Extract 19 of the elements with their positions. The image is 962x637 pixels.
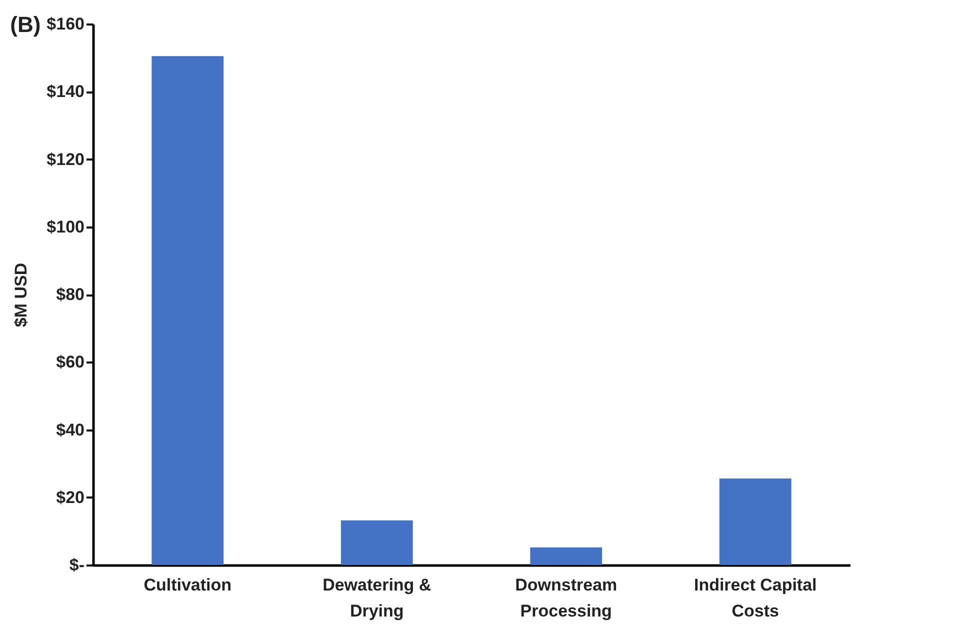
y-tick-label: $120 <box>46 150 84 169</box>
x-tick-label: Indirect Capital Costs <box>694 576 817 620</box>
y-tick-label: $80 <box>56 285 84 304</box>
x-tick-label: Cultivation <box>144 576 232 594</box>
y-tick-label: $100 <box>46 217 84 236</box>
y-tick-label: $60 <box>56 352 84 372</box>
bar <box>152 56 224 565</box>
y-tick-label: $- <box>69 556 84 574</box>
y-tick-label: $20 <box>56 488 84 507</box>
x-tick-label: Dewatering & Drying <box>322 576 432 620</box>
y-tick-label: $160 <box>46 14 84 34</box>
y-tick-label: $40 <box>56 420 84 440</box>
x-tick-label: Downstream Processing <box>515 576 618 620</box>
y-axis-title: $M USD <box>12 262 31 328</box>
y-tick-label: $140 <box>46 82 84 102</box>
bar <box>719 478 792 565</box>
bar <box>530 547 602 565</box>
chart-title: (B) <box>10 12 41 37</box>
bar <box>340 520 413 565</box>
